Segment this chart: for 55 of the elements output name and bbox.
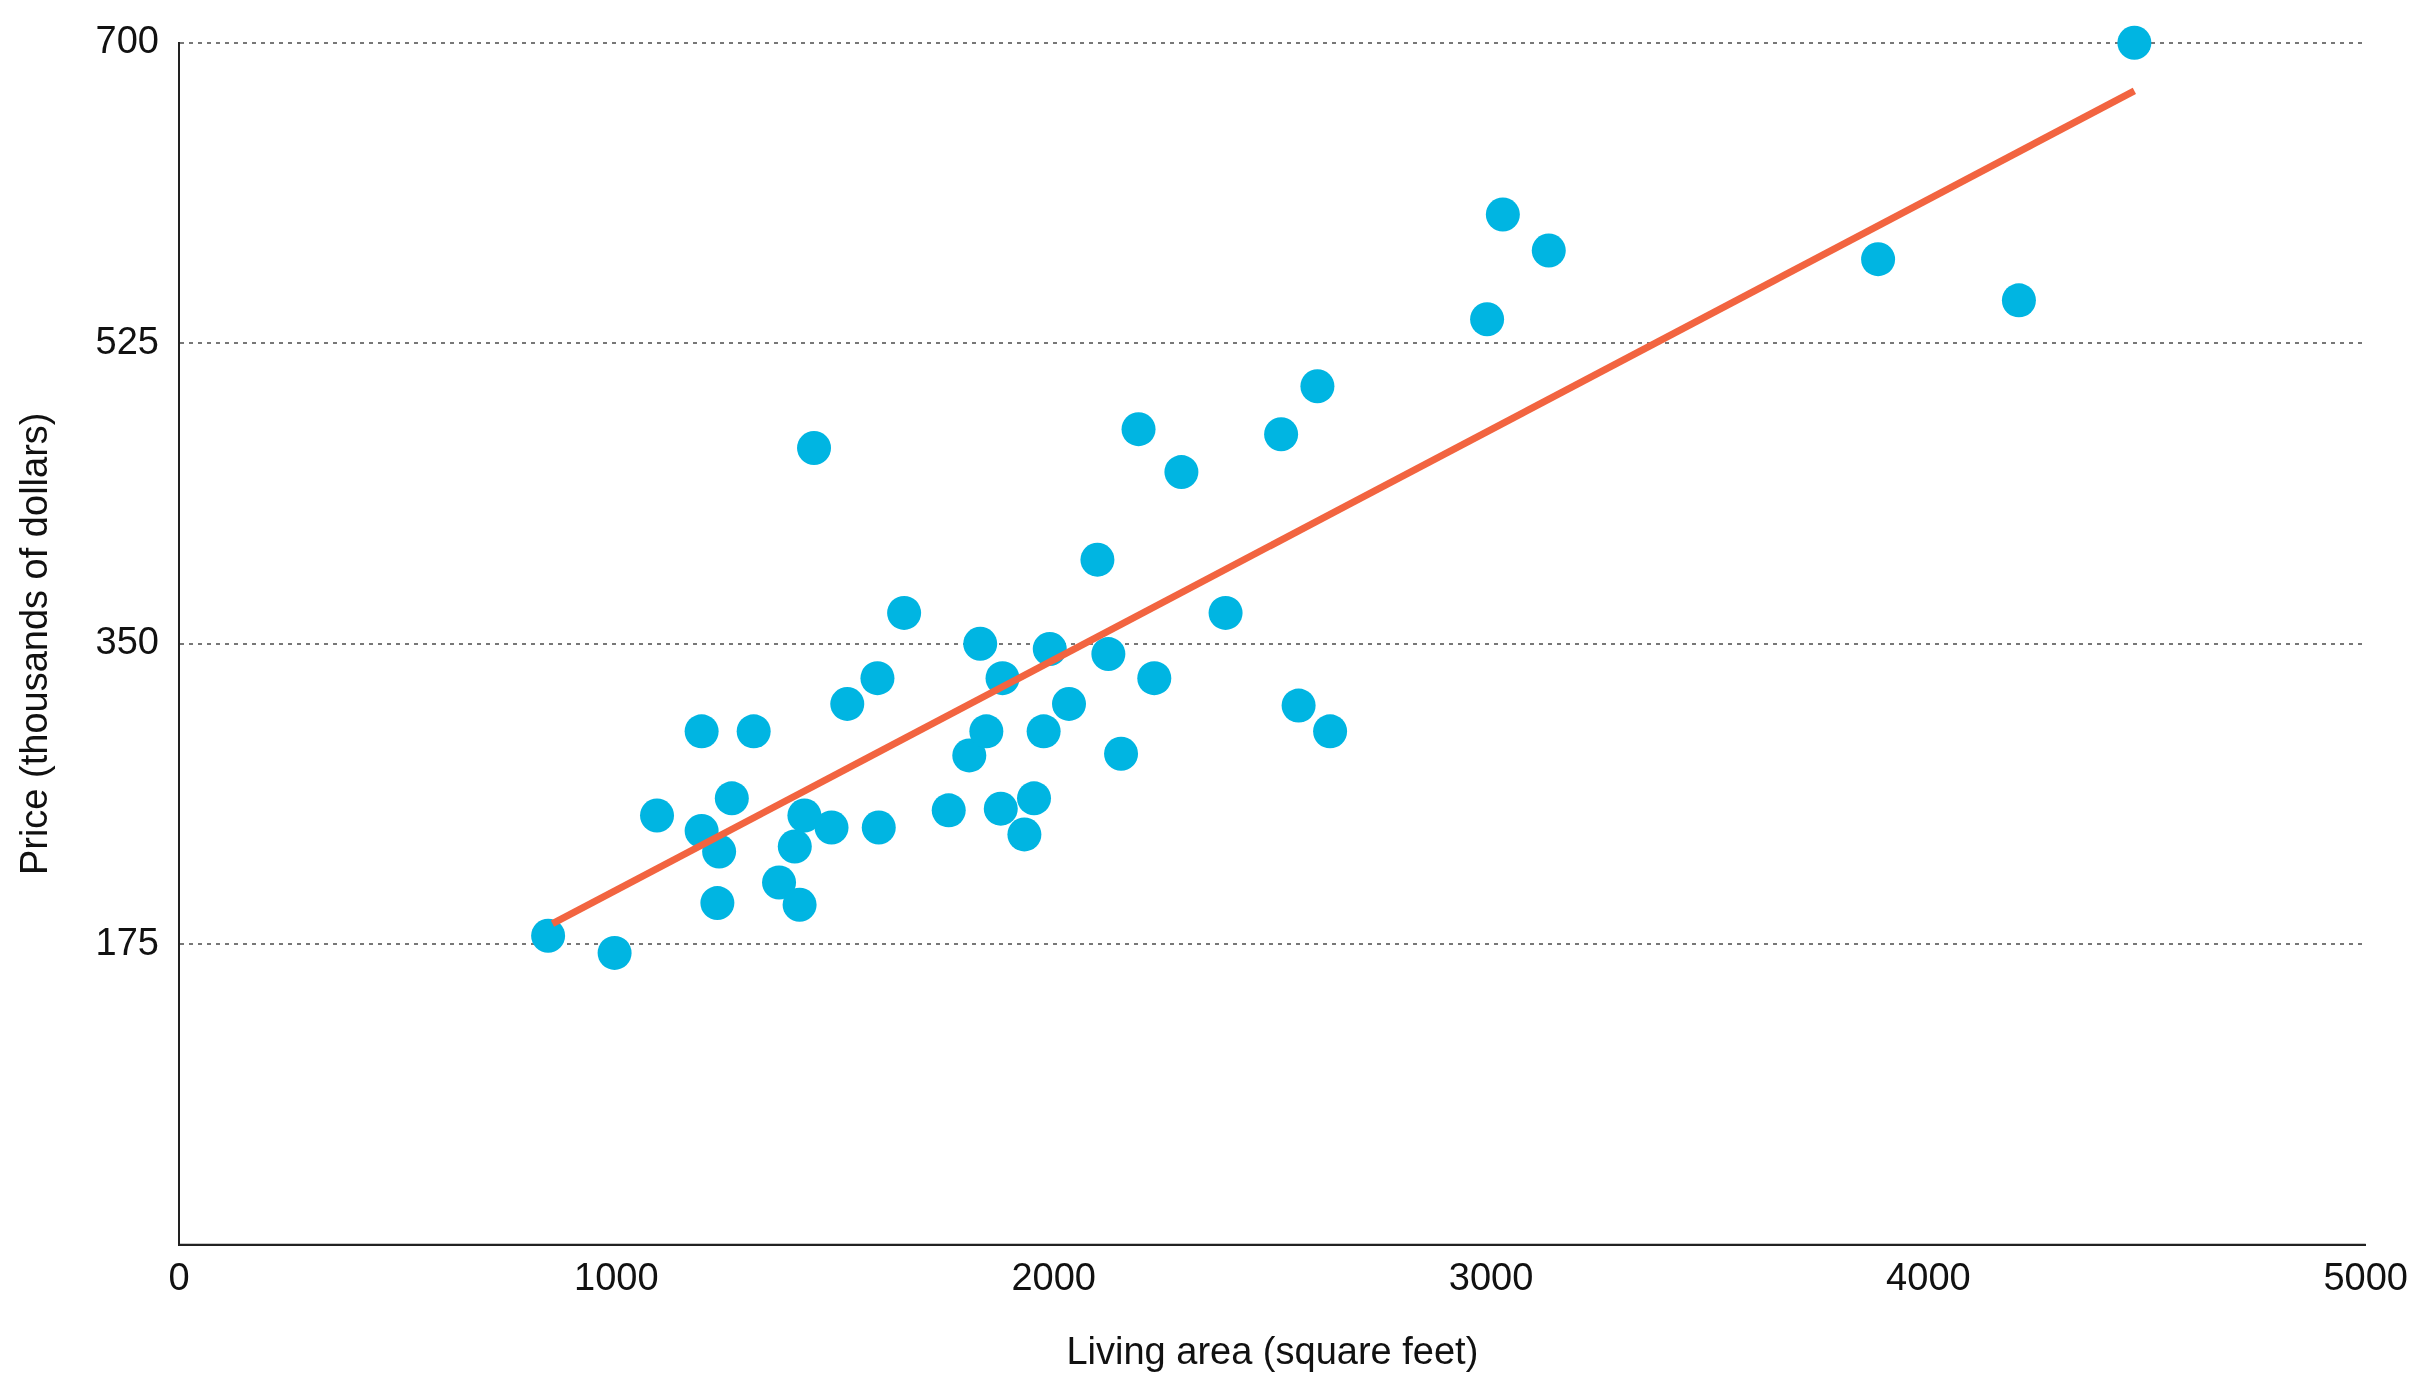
point bbox=[887, 595, 922, 630]
point bbox=[1300, 369, 1335, 404]
y-tick-label: 350 bbox=[95, 620, 159, 663]
point bbox=[1007, 817, 1042, 852]
point bbox=[931, 793, 966, 828]
point bbox=[1281, 688, 1316, 723]
point bbox=[684, 714, 719, 749]
point bbox=[983, 791, 1018, 826]
point bbox=[2117, 25, 2152, 60]
point bbox=[782, 887, 817, 922]
point bbox=[1137, 661, 1172, 696]
point bbox=[1052, 686, 1086, 721]
y-axis-title: Price (thousands of dollars) bbox=[13, 412, 56, 876]
point bbox=[777, 829, 812, 864]
point bbox=[640, 798, 675, 833]
point bbox=[2001, 283, 2036, 318]
point bbox=[597, 935, 632, 970]
x-tick-label: 3000 bbox=[1448, 1256, 1534, 1299]
point bbox=[952, 738, 987, 773]
point bbox=[814, 810, 849, 845]
x-axis-title: Living area (square feet) bbox=[1066, 1329, 1479, 1372]
point bbox=[969, 714, 1004, 749]
y-tick-label: 175 bbox=[95, 920, 159, 963]
point bbox=[1026, 714, 1061, 749]
point bbox=[787, 798, 822, 833]
point bbox=[797, 431, 832, 466]
point bbox=[1531, 233, 1566, 268]
x-tick-label: 5000 bbox=[2323, 1256, 2409, 1299]
point bbox=[963, 626, 998, 661]
point bbox=[1080, 542, 1115, 577]
point bbox=[1470, 302, 1505, 337]
point bbox=[736, 714, 771, 749]
point bbox=[860, 661, 895, 696]
point bbox=[531, 918, 566, 953]
point bbox=[1861, 242, 1896, 277]
point bbox=[714, 781, 749, 816]
point bbox=[1104, 736, 1139, 771]
point bbox=[1485, 197, 1520, 232]
x-tick-label: 4000 bbox=[1886, 1256, 1971, 1299]
point bbox=[830, 686, 865, 721]
point bbox=[700, 886, 735, 921]
x-tick-label: 1000 bbox=[574, 1256, 659, 1299]
point bbox=[1017, 781, 1052, 816]
point bbox=[1121, 412, 1156, 447]
point bbox=[1313, 714, 1348, 749]
point bbox=[1164, 455, 1199, 490]
point bbox=[1091, 637, 1126, 672]
point bbox=[861, 810, 896, 845]
point bbox=[1264, 417, 1299, 452]
point bbox=[1208, 595, 1243, 630]
point bbox=[762, 865, 797, 900]
x-tick-label: 0 bbox=[168, 1256, 190, 1299]
y-tick-label: 700 bbox=[95, 19, 159, 62]
x-tick-label: 2000 bbox=[1011, 1256, 1096, 1299]
y-tick-label: 525 bbox=[95, 319, 159, 362]
